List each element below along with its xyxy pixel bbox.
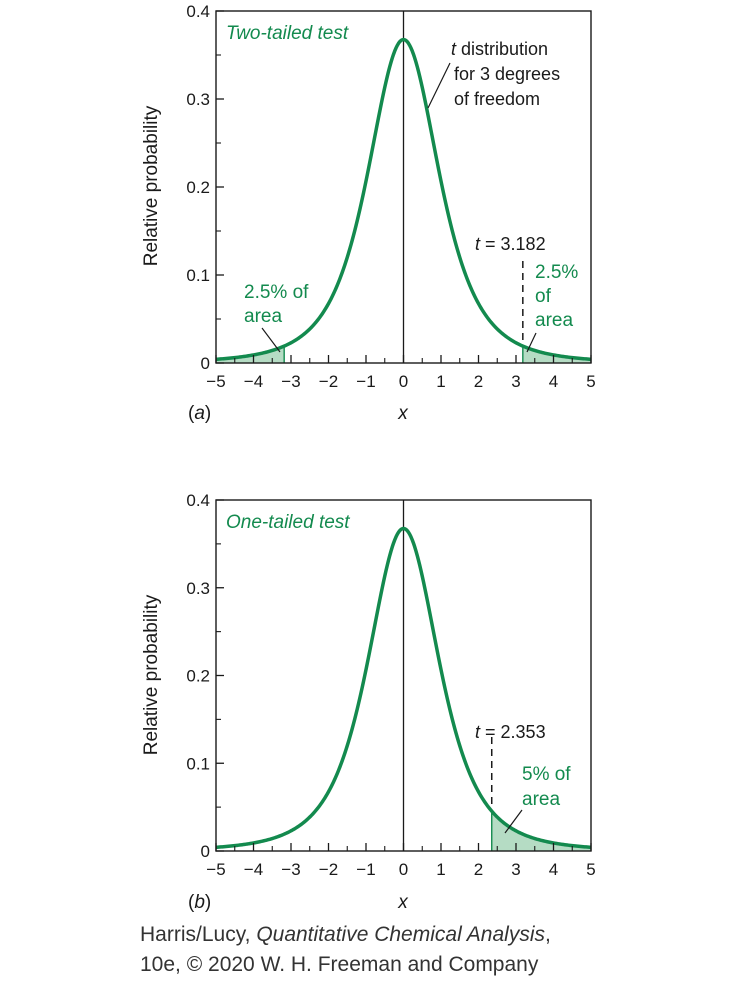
panel-a-title: Two-tailed test bbox=[226, 23, 349, 44]
y-tick-label: 0.4 bbox=[186, 2, 210, 21]
y-tick-label: 0 bbox=[201, 354, 210, 373]
panel-a-chart: −5 −4 −3 −2 −1 0 1 2 3 4 5 0 0.1 0.2 0.3 0.4 Two-taile… bbox=[141, 2, 596, 424]
caption-line1: Harris/Lucy, Quantitative Chemical Analy… bbox=[140, 920, 700, 950]
panel-b-y-ticks: 0 0.1 0.2 0.3 0.4 bbox=[186, 491, 224, 861]
panel-a-right-area-line1: 2.5% bbox=[535, 262, 578, 283]
x-tick-label: 1 bbox=[436, 860, 445, 879]
x-tick-label: −5 bbox=[206, 860, 225, 879]
panel-a-y-ticks: 0 0.1 0.2 0.3 0.4 bbox=[186, 2, 224, 373]
x-tick-label: −4 bbox=[244, 372, 263, 391]
x-tick-label: 0 bbox=[399, 860, 408, 879]
y-tick-label: 0 bbox=[201, 842, 210, 861]
panel-a-curve-label-leader bbox=[427, 62, 451, 109]
panel-b-right-area-line2: area bbox=[522, 789, 560, 810]
x-tick-label: 2 bbox=[474, 372, 483, 391]
panel-a-left-area-line1: 2.5% of bbox=[244, 282, 309, 303]
x-tick-label: 0 bbox=[399, 372, 408, 391]
panel-a-left-area-leader bbox=[261, 327, 281, 353]
y-tick-label: 0.2 bbox=[186, 178, 210, 197]
panel-b-critical-label: t = 2.353 bbox=[475, 722, 546, 742]
panel-a-y-axis-title: Relative probability bbox=[141, 105, 162, 266]
x-tick-label: 3 bbox=[511, 860, 520, 879]
panel-a-right-area-line2: of bbox=[535, 286, 552, 307]
panel-a-right-area-leader bbox=[526, 332, 537, 353]
x-tick-label: −1 bbox=[356, 372, 375, 391]
x-tick-label: −3 bbox=[281, 860, 300, 879]
x-tick-label: −1 bbox=[356, 860, 375, 879]
x-tick-label: −4 bbox=[244, 860, 263, 879]
panel-a-panel-label: (a) bbox=[188, 403, 211, 424]
panel-a-curve-label-line1-rest: distribution bbox=[456, 39, 548, 59]
x-tick-label: 2 bbox=[474, 860, 483, 879]
caption-line1-prefix: Harris/Lucy, bbox=[140, 923, 257, 946]
caption: Harris/Lucy, Quantitative Chemical Analy… bbox=[140, 920, 700, 980]
panel-a-left-area-line2: area bbox=[244, 306, 282, 327]
x-tick-label: 1 bbox=[436, 372, 445, 391]
x-tick-label: −2 bbox=[319, 860, 338, 879]
panel-a-curve-label-line3: of freedom bbox=[454, 89, 540, 109]
panel-b-shaded-regions bbox=[491, 811, 591, 851]
x-tick-label: 5 bbox=[586, 860, 595, 879]
panel-b-chart: −5 −4 −3 −2 −1 0 1 2 3 4 5 0 0.1 0.2 0.3 0.4 One-taile… bbox=[141, 491, 596, 913]
panel-b-y-axis-title: Relative probability bbox=[141, 594, 162, 755]
panel-b-panel-label: (b) bbox=[188, 892, 211, 913]
panel-a-critical-label: t = 3.182 bbox=[475, 234, 546, 254]
panel-b-right-area-leader bbox=[504, 809, 523, 834]
y-tick-label: 0.1 bbox=[186, 266, 210, 285]
y-tick-label: 0.1 bbox=[186, 754, 210, 773]
x-tick-label: 4 bbox=[549, 372, 558, 391]
panel-b-right-area-line1: 5% of bbox=[522, 764, 571, 785]
caption-line2: 10e, © 2020 W. H. Freeman and Company bbox=[140, 953, 539, 976]
shaded-tail-area bbox=[491, 811, 591, 851]
panel-b-x-axis-title: x bbox=[397, 892, 409, 913]
caption-line1-suffix: , bbox=[545, 923, 551, 946]
panel-b-x-ticks: −5 −4 −3 −2 −1 0 1 2 3 4 5 bbox=[206, 843, 596, 879]
x-tick-label: 5 bbox=[586, 372, 595, 391]
x-tick-label: 4 bbox=[549, 860, 558, 879]
x-tick-label: −5 bbox=[206, 372, 225, 391]
y-tick-label: 0.4 bbox=[186, 491, 210, 510]
x-tick-label: −3 bbox=[281, 372, 300, 391]
y-tick-label: 0.3 bbox=[186, 90, 210, 109]
panel-a-right-area-line3: area bbox=[535, 310, 573, 331]
caption-book-title: Quantitative Chemical Analysis bbox=[256, 923, 545, 946]
x-tick-label: 3 bbox=[511, 372, 520, 391]
panel-a-x-ticks: −5 −4 −3 −2 −1 0 1 2 3 4 5 bbox=[206, 355, 596, 391]
panel-b-t-curve bbox=[215, 526, 592, 850]
panel-a-curve-label-line2: for 3 degrees bbox=[454, 64, 560, 84]
panel-a-curve-label-line1: t distribution bbox=[451, 39, 548, 59]
y-tick-label: 0.3 bbox=[186, 579, 210, 598]
y-tick-label: 0.2 bbox=[186, 667, 210, 686]
panel-a-x-axis-title: x bbox=[397, 403, 409, 424]
x-tick-label: −2 bbox=[319, 372, 338, 391]
panel-b-title: One-tailed test bbox=[226, 512, 350, 533]
